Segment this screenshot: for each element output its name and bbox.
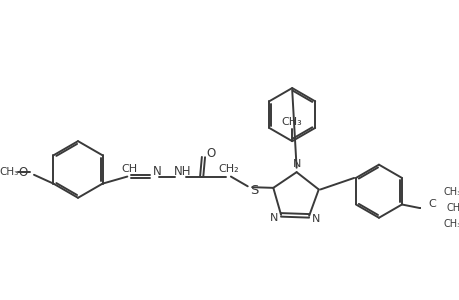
Text: CH₃: CH₃ [442,219,459,229]
Text: O: O [206,147,215,160]
Text: CH: CH [121,164,137,175]
Text: CH₃: CH₃ [0,167,19,177]
Text: N: N [269,212,278,223]
Text: NH: NH [173,165,190,178]
Text: CH₃: CH₃ [281,117,302,127]
Text: N: N [293,159,301,169]
Text: CH₃: CH₃ [445,203,459,213]
Text: N: N [311,214,320,224]
Text: CH₂: CH₂ [218,164,238,175]
Text: O: O [19,166,28,178]
Text: CH₃: CH₃ [442,187,459,197]
Text: N: N [153,165,162,178]
Text: C: C [427,199,435,208]
Text: S: S [249,184,257,197]
